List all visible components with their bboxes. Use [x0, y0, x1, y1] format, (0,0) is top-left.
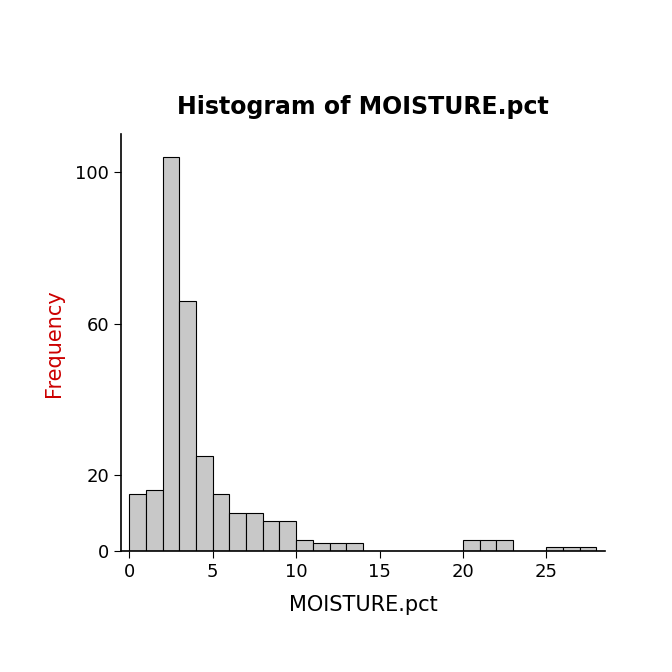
Bar — [329, 544, 346, 551]
Bar — [129, 494, 146, 551]
Bar — [229, 513, 246, 551]
X-axis label: MOISTURE.pct: MOISTURE.pct — [288, 595, 437, 615]
Bar — [346, 544, 363, 551]
Bar — [163, 157, 179, 551]
Bar — [146, 491, 163, 551]
Bar — [246, 513, 263, 551]
Bar — [546, 547, 563, 551]
Y-axis label: Frequency: Frequency — [44, 289, 64, 396]
Title: Histogram of MOISTURE.pct: Histogram of MOISTURE.pct — [177, 95, 549, 118]
Bar — [263, 521, 280, 551]
Bar — [463, 540, 480, 551]
Bar — [313, 544, 329, 551]
Bar — [213, 494, 229, 551]
Bar — [480, 540, 497, 551]
Bar — [196, 456, 213, 551]
Bar — [563, 547, 580, 551]
Bar — [179, 301, 196, 551]
Bar — [497, 540, 513, 551]
Bar — [296, 540, 313, 551]
Bar — [280, 521, 296, 551]
Bar — [580, 547, 597, 551]
